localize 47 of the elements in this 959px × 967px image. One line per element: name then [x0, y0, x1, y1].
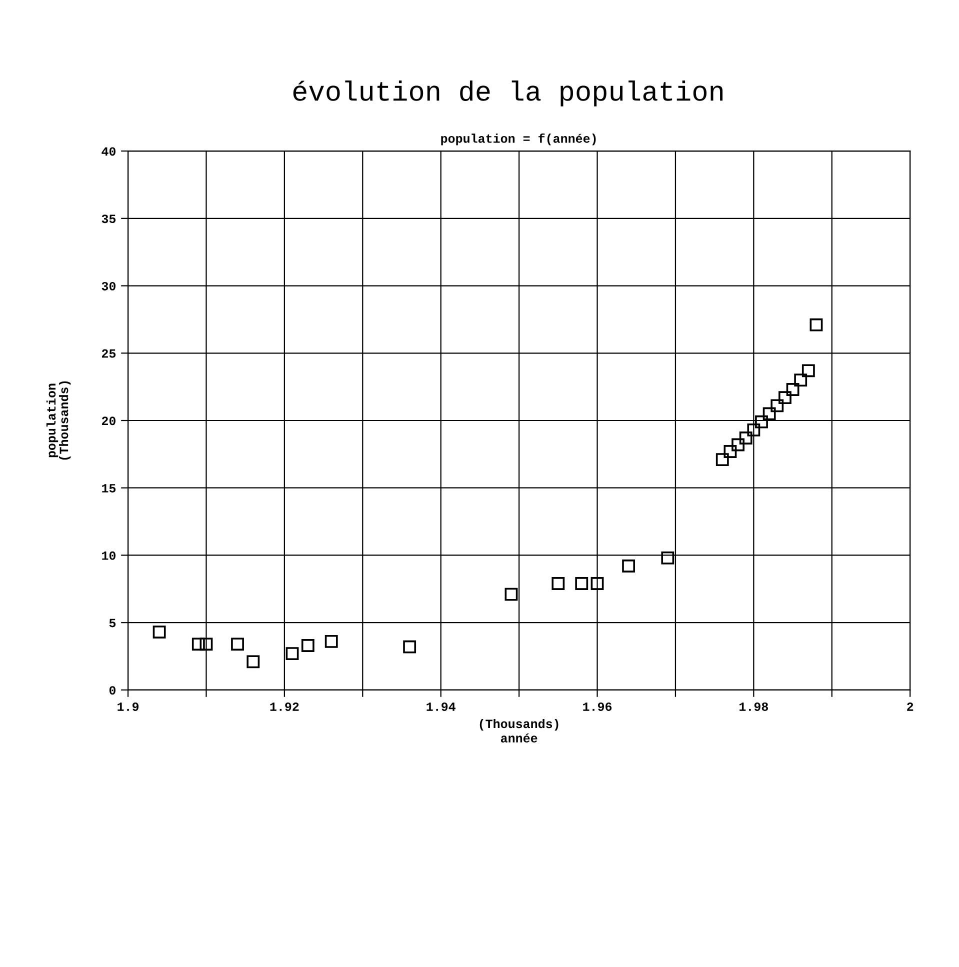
y-tick-label: 35 [102, 214, 116, 224]
point [770, 399, 784, 412]
point [246, 655, 260, 668]
x-tick-label: 1.98 [740, 702, 768, 711]
chart-title: évolution de la population [293, 80, 723, 106]
point [504, 588, 518, 601]
point [403, 640, 416, 654]
point [724, 445, 737, 458]
point [590, 577, 604, 590]
point [810, 318, 823, 332]
x-tick-label: 1.96 [583, 702, 612, 711]
y-tick-label: 30 [102, 282, 116, 290]
point [732, 438, 744, 452]
y-tick-label: 10 [102, 551, 116, 560]
point [324, 634, 338, 648]
point [552, 577, 565, 590]
y-tick-label: 5 [109, 618, 116, 628]
point [152, 626, 166, 638]
point [747, 423, 760, 436]
chart-subtitle: population = f(année) [441, 133, 596, 146]
point [739, 432, 752, 444]
point [794, 374, 808, 387]
y-tick-label: 20 [102, 416, 116, 426]
point [286, 647, 299, 660]
point [200, 638, 213, 651]
point [802, 364, 815, 378]
point [575, 577, 588, 590]
point [778, 391, 792, 404]
y-tick-label: 15 [102, 484, 116, 493]
point [301, 639, 314, 652]
point [762, 407, 776, 420]
y-axis-title: population (Thousands) [46, 381, 71, 460]
x-tick-label: 1.92 [270, 702, 299, 711]
point [755, 415, 768, 428]
y-tick-label: 40 [102, 147, 116, 156]
y-tick-label: 25 [102, 349, 116, 358]
point [786, 383, 800, 396]
point [231, 638, 244, 651]
x-tick-label: 2 [907, 702, 914, 711]
x-tick-label: 1.94 [426, 702, 456, 711]
x-tick-label: 1.9 [118, 702, 139, 711]
x-axis-title: (Thousands) année [480, 718, 558, 743]
point [661, 551, 674, 564]
point [192, 638, 205, 651]
point [622, 560, 636, 572]
y-tick-label: 0 [109, 686, 116, 695]
point [716, 453, 729, 466]
